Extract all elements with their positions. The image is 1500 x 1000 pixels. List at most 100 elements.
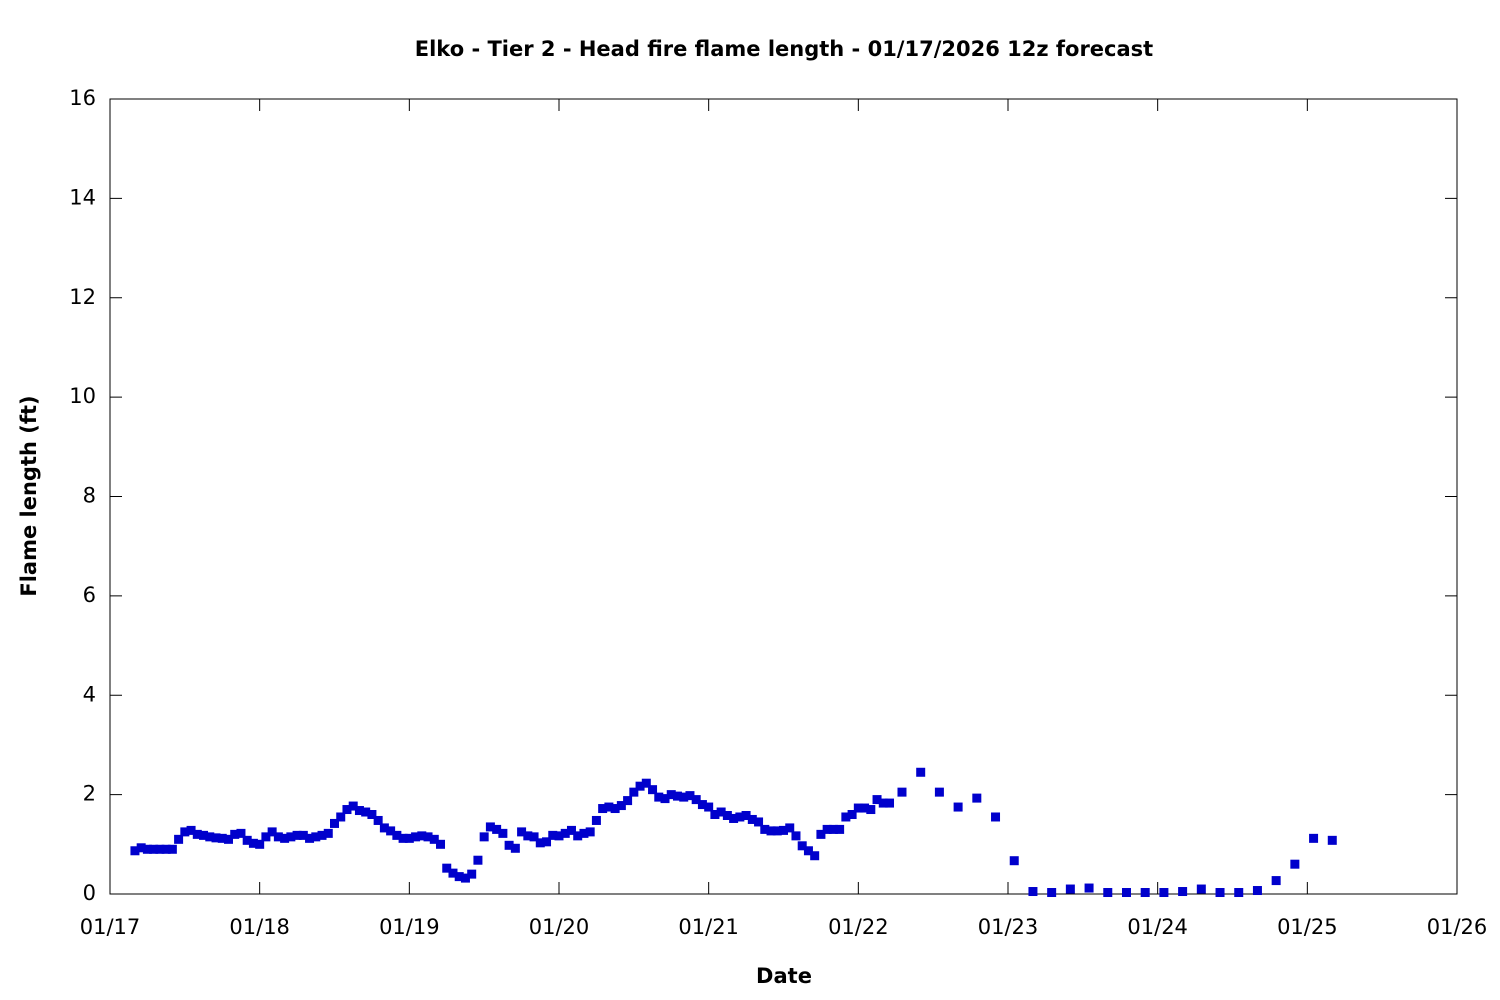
data-point bbox=[766, 826, 776, 836]
y-tick-label: 0 bbox=[83, 881, 96, 905]
data-point bbox=[1252, 886, 1262, 896]
data-point bbox=[454, 872, 464, 882]
data-point bbox=[192, 829, 202, 839]
data-point bbox=[554, 831, 564, 841]
data-point bbox=[286, 832, 296, 842]
data-point bbox=[1140, 888, 1150, 898]
data-point bbox=[1084, 883, 1094, 893]
data-point bbox=[1215, 888, 1225, 898]
data-point bbox=[305, 833, 315, 843]
data-point bbox=[641, 778, 651, 788]
data-point bbox=[747, 814, 757, 824]
data-point bbox=[791, 831, 801, 841]
data-point bbox=[1196, 884, 1206, 894]
x-tick-label: 01/24 bbox=[1127, 915, 1188, 939]
data-point bbox=[348, 801, 358, 811]
data-point bbox=[872, 795, 882, 805]
data-point bbox=[654, 792, 664, 802]
data-point bbox=[442, 863, 452, 873]
data-point bbox=[136, 843, 146, 853]
data-point bbox=[142, 844, 152, 854]
data-point bbox=[261, 832, 271, 842]
data-point bbox=[710, 810, 720, 819]
data-point bbox=[797, 841, 807, 851]
data-point bbox=[704, 802, 714, 812]
data-point bbox=[485, 822, 495, 832]
data-point bbox=[772, 826, 782, 836]
data-point bbox=[417, 831, 427, 841]
x-tick-label: 01/25 bbox=[1277, 915, 1338, 939]
data-point bbox=[785, 823, 795, 833]
data-point bbox=[585, 827, 595, 837]
data-point bbox=[691, 795, 701, 805]
data-point bbox=[847, 810, 857, 819]
data-point bbox=[1271, 876, 1281, 886]
x-tick-label: 01/23 bbox=[978, 915, 1039, 939]
data-point bbox=[860, 803, 870, 813]
data-point bbox=[404, 833, 414, 843]
y-tick-label: 10 bbox=[69, 384, 96, 408]
data-point bbox=[242, 835, 252, 845]
y-tick-label: 8 bbox=[83, 484, 96, 508]
data-point bbox=[367, 810, 377, 819]
data-point bbox=[579, 828, 589, 838]
data-point bbox=[573, 831, 583, 841]
data-point bbox=[255, 839, 265, 849]
data-point bbox=[542, 837, 552, 847]
data-point bbox=[822, 824, 832, 834]
data-point bbox=[379, 823, 389, 833]
data-point bbox=[598, 804, 608, 814]
data-point bbox=[629, 787, 639, 797]
data-point bbox=[373, 815, 383, 825]
data-point bbox=[1327, 835, 1337, 845]
data-point bbox=[217, 833, 227, 843]
data-point bbox=[236, 828, 246, 838]
data-point bbox=[336, 812, 346, 822]
data-point bbox=[436, 839, 446, 849]
data-point bbox=[560, 828, 570, 838]
data-point bbox=[354, 806, 364, 816]
data-point bbox=[722, 810, 732, 820]
data-point bbox=[897, 787, 907, 797]
data-point bbox=[504, 840, 514, 850]
data-point bbox=[610, 804, 620, 814]
x-tick-label: 01/21 bbox=[678, 915, 739, 939]
data-point bbox=[1047, 888, 1057, 898]
data-point bbox=[167, 844, 177, 854]
data-point bbox=[1121, 888, 1131, 898]
data-point bbox=[392, 830, 402, 840]
data-point bbox=[429, 834, 439, 844]
data-point bbox=[741, 810, 751, 820]
data-point bbox=[467, 869, 477, 879]
data-point bbox=[991, 812, 1001, 822]
data-point bbox=[460, 873, 470, 883]
data-point bbox=[230, 829, 240, 839]
data-point bbox=[666, 790, 676, 800]
x-tick-label: 01/17 bbox=[80, 915, 141, 939]
x-tick-label: 01/18 bbox=[229, 915, 290, 939]
data-point bbox=[591, 815, 601, 825]
data-point bbox=[934, 787, 944, 797]
data-point bbox=[1309, 833, 1319, 843]
data-point bbox=[161, 844, 171, 854]
data-point bbox=[492, 824, 502, 834]
data-point bbox=[248, 838, 258, 848]
y-tick-label: 4 bbox=[83, 682, 96, 706]
x-tick-label: 01/20 bbox=[529, 915, 590, 939]
data-point bbox=[828, 824, 838, 834]
x-tick-label: 01/19 bbox=[379, 915, 440, 939]
data-point bbox=[679, 792, 689, 802]
data-point bbox=[292, 830, 302, 840]
data-point bbox=[1009, 856, 1019, 866]
x-tick-label: 01/22 bbox=[828, 915, 889, 939]
data-point bbox=[604, 802, 614, 812]
data-point bbox=[174, 834, 184, 844]
data-point bbox=[760, 824, 770, 834]
data-point bbox=[1178, 887, 1188, 897]
data-point bbox=[535, 838, 545, 848]
data-point bbox=[1159, 888, 1169, 898]
y-axis-label: Flame length (ft) bbox=[17, 395, 41, 596]
data-point bbox=[186, 825, 196, 835]
data-point bbox=[130, 846, 140, 856]
